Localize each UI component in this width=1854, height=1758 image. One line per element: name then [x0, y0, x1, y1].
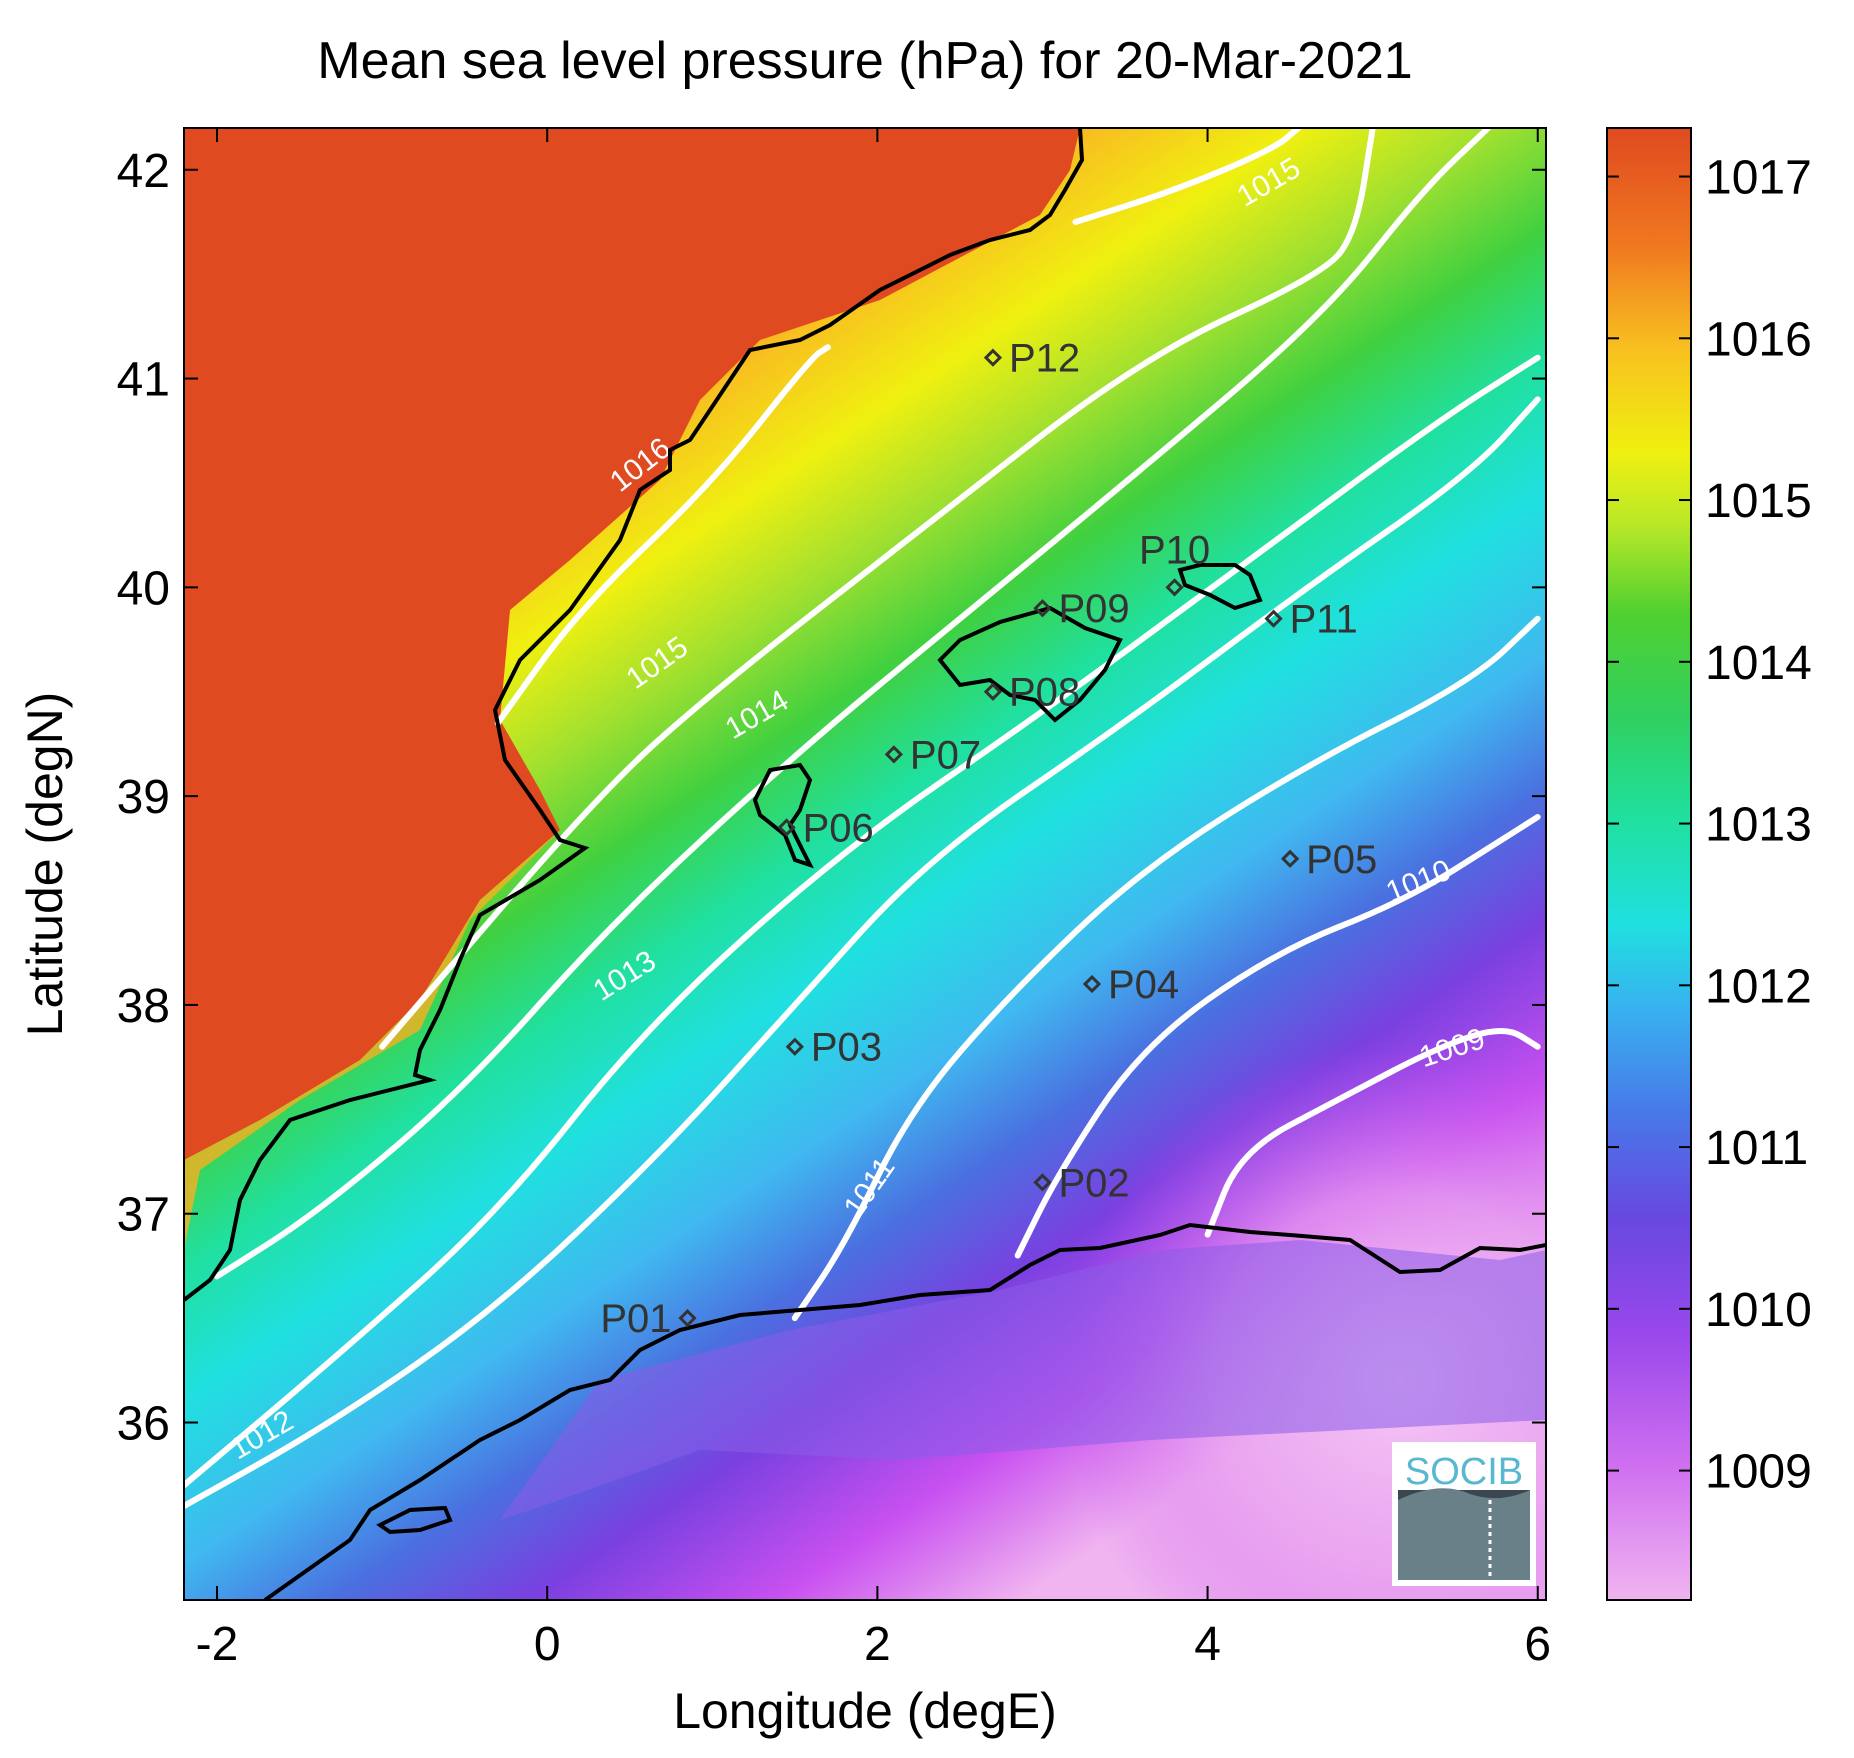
alboran-island-outline: [376, 1505, 453, 1535]
station-marker-p09: [1033, 599, 1052, 618]
station-marker-p08: [983, 682, 1003, 701]
station-marker-p11: [1264, 609, 1283, 628]
colorbar-tick-label: 1015: [1705, 475, 1812, 528]
y-axis-ticks: 36 37 38 39 40 41 42: [117, 145, 1546, 1451]
y-tick-label: 37: [117, 1189, 170, 1242]
socib-logo: SOCIB: [1392, 1442, 1536, 1586]
isobar-line-1012: [184, 396, 1541, 1509]
colorbar: [1606, 127, 1692, 1601]
isobar-line-1013: [184, 354, 1541, 1489]
coastline: [184, 128, 1546, 1600]
y-axis-label: Latitude (degN): [17, 692, 73, 1037]
colorbar-tick-label: 1011: [1705, 1122, 1808, 1175]
isobar-line-1015: [379, 128, 1376, 1050]
y-tick-label: 36: [117, 1398, 170, 1451]
colorbar-tick-label: 1012: [1705, 960, 1812, 1013]
station-label-p01: P01: [600, 1297, 671, 1341]
station-marker-p10: [1165, 578, 1184, 597]
isobar-line-1011: [791, 615, 1541, 1322]
station-marker-p07: [884, 745, 904, 764]
y-tick-label: 41: [117, 354, 170, 407]
station-marker-p04: [1082, 974, 1102, 994]
african-coastline: [263, 1222, 1546, 1600]
isobar-line-1014: [214, 128, 1492, 1280]
station-label-p05: P05: [1306, 838, 1377, 882]
station-label-p10: P10: [1139, 528, 1210, 572]
station-marker-p02: [1033, 1173, 1052, 1192]
station-label-p06: P06: [803, 806, 874, 850]
y-tick-label: 42: [117, 145, 170, 198]
isobar-line-1015: [1072, 128, 1302, 225]
x-axis-label: Longitude (degE): [673, 1683, 1057, 1739]
colorbar-tick-label: 1016: [1705, 313, 1812, 366]
x-tick-label: 6: [1524, 1618, 1551, 1671]
x-tick-label: 4: [1194, 1618, 1221, 1671]
station-marker-p01: [678, 1309, 697, 1328]
chart-title: Mean sea level pressure (hPa) for 20-Mar…: [317, 32, 1412, 90]
iberian-land-high-pressure: [184, 128, 1080, 1160]
colorbar-tick-label: 1017: [1705, 152, 1812, 205]
station-label-p11: P11: [1290, 598, 1358, 642]
plot-frame: [183, 127, 1547, 1601]
station-label-p02: P02: [1058, 1161, 1129, 1205]
iberian-coastline: [184, 128, 1085, 1302]
x-tick-label: 0: [534, 1618, 561, 1671]
station-marker-p06: [777, 818, 796, 837]
african-land-mottled: [500, 1240, 1546, 1520]
station-label-p12: P12: [1009, 337, 1080, 381]
isobar-line-1010: [1014, 814, 1541, 1259]
colorbar-tick-label: 1013: [1705, 799, 1812, 852]
menorca-outline: [1177, 563, 1263, 611]
isobar-line-1009: [1204, 1028, 1541, 1238]
station-label-p04: P04: [1108, 963, 1179, 1007]
socib-logo-text: SOCIB: [1405, 1451, 1523, 1493]
mallorca-outline: [937, 605, 1123, 723]
station-label-p03: P03: [811, 1026, 882, 1070]
colorbar-ticks: 1009 1010 1011 1012 1013 1014 1015 1016 1017: [1607, 152, 1812, 1499]
y-tick-label: 40: [117, 562, 170, 615]
x-axis-ticks: -2 0 2 4 6: [196, 128, 1551, 1671]
station-marker-p05: [1280, 849, 1300, 868]
station-marker-p03: [785, 1037, 804, 1056]
y-tick-label: 39: [117, 771, 170, 824]
y-tick-label: 38: [117, 980, 170, 1033]
station-label-p08: P08: [1009, 671, 1080, 715]
x-tick-label: -2: [196, 1618, 239, 1671]
colorbar-tick-label: 1009: [1705, 1446, 1812, 1499]
isobar-line-1016: [494, 344, 831, 727]
ibiza-outline: [752, 762, 814, 869]
colorbar-tick-label: 1010: [1705, 1284, 1812, 1337]
station-label-p07: P07: [910, 733, 981, 777]
station-label-p09: P09: [1058, 587, 1129, 631]
x-tick-label: 2: [864, 1618, 891, 1671]
station-marker-p12: [983, 348, 1003, 367]
colorbar-tick-label: 1014: [1705, 637, 1812, 690]
